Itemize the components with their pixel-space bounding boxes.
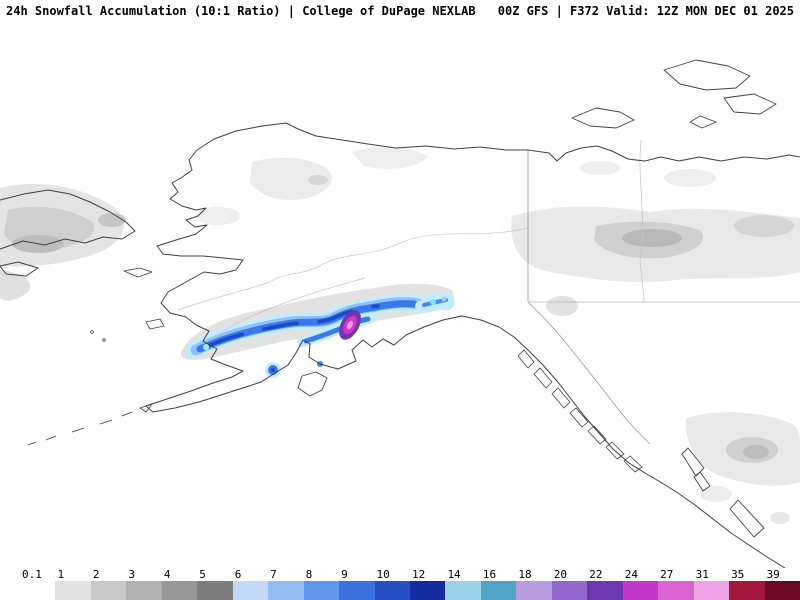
legend-value: 20 xyxy=(553,568,568,581)
legend-color-swatch xyxy=(55,581,91,600)
title-bar: 24h Snowfall Accumulation (10:1 Ratio) |… xyxy=(0,0,800,20)
legend-color-swatch xyxy=(551,581,588,600)
legend-color-swatch xyxy=(764,581,800,600)
legend-color-swatch xyxy=(90,581,127,600)
legend-colorbar xyxy=(20,581,800,600)
legend-labels: 0.1 1 2 3 4 5 6 7 8 9 10 12 14 16 18 20 22 24 27 31 35 39 xyxy=(20,568,800,581)
legend-value: 14 xyxy=(447,568,461,581)
legend-value: 3 xyxy=(128,568,135,581)
legend-color-swatch xyxy=(339,581,375,600)
south-coast-snow-band xyxy=(185,293,455,359)
borders xyxy=(527,150,800,445)
rivers xyxy=(177,139,645,337)
product-title: 24h Snowfall Accumulation (10:1 Ratio) |… xyxy=(6,3,476,18)
legend-color-swatch xyxy=(587,581,623,600)
legend-value: 0.1 xyxy=(22,568,42,581)
legend-value: 4 xyxy=(163,568,171,581)
legend-color-swatch xyxy=(268,581,304,600)
legend-color-swatch xyxy=(197,581,233,600)
legend-color-swatch xyxy=(729,581,765,600)
model-run-valid-time: 00Z GFS | F372 Valid: 12Z MON DEC 01 202… xyxy=(497,3,794,18)
legend-value: 24 xyxy=(624,568,638,581)
legend-color-swatch xyxy=(161,581,198,600)
legend-value: 27 xyxy=(660,568,674,581)
legend-value: 7 xyxy=(270,568,277,581)
legend-color-swatch xyxy=(126,581,162,600)
legend-color-swatch xyxy=(480,581,517,600)
legend-color-swatch xyxy=(622,581,659,600)
legend-color-swatch xyxy=(409,581,446,600)
legend-color-swatch xyxy=(445,581,481,600)
legend-value: 39 xyxy=(766,568,780,581)
legend-color-swatch xyxy=(303,581,340,600)
legend-value: 8 xyxy=(305,568,313,581)
snowfall-shading xyxy=(0,147,800,524)
legend-value: 31 xyxy=(695,568,709,581)
map-area xyxy=(0,20,800,568)
legend-value: 9 xyxy=(341,568,348,581)
legend-color-swatch xyxy=(516,581,552,600)
legend-value: 10 xyxy=(376,568,390,581)
legend-color-swatch xyxy=(693,581,730,600)
legend-value: 18 xyxy=(518,568,532,581)
legend-value: 2 xyxy=(92,568,100,581)
legend-value: 6 xyxy=(234,568,242,581)
legend-value: 1 xyxy=(57,568,65,581)
legend-color-swatch xyxy=(374,581,410,600)
heavy-snow-core xyxy=(339,310,361,340)
legend-value: 16 xyxy=(482,568,497,581)
legend-value: 5 xyxy=(199,568,206,581)
coastlines xyxy=(0,59,800,568)
alaska-map-svg xyxy=(0,59,800,568)
legend-value: 12 xyxy=(411,568,426,581)
legend-color-swatch xyxy=(658,581,694,600)
legend-value: 35 xyxy=(731,568,745,581)
legend-value: 22 xyxy=(589,568,603,581)
legend-color-swatch xyxy=(232,581,269,600)
legend: 0.1 1 2 3 4 5 6 7 8 9 10 12 14 16 18 20 22 24 27 31 35 39 xyxy=(0,568,800,600)
legend-color-swatch xyxy=(20,581,56,600)
